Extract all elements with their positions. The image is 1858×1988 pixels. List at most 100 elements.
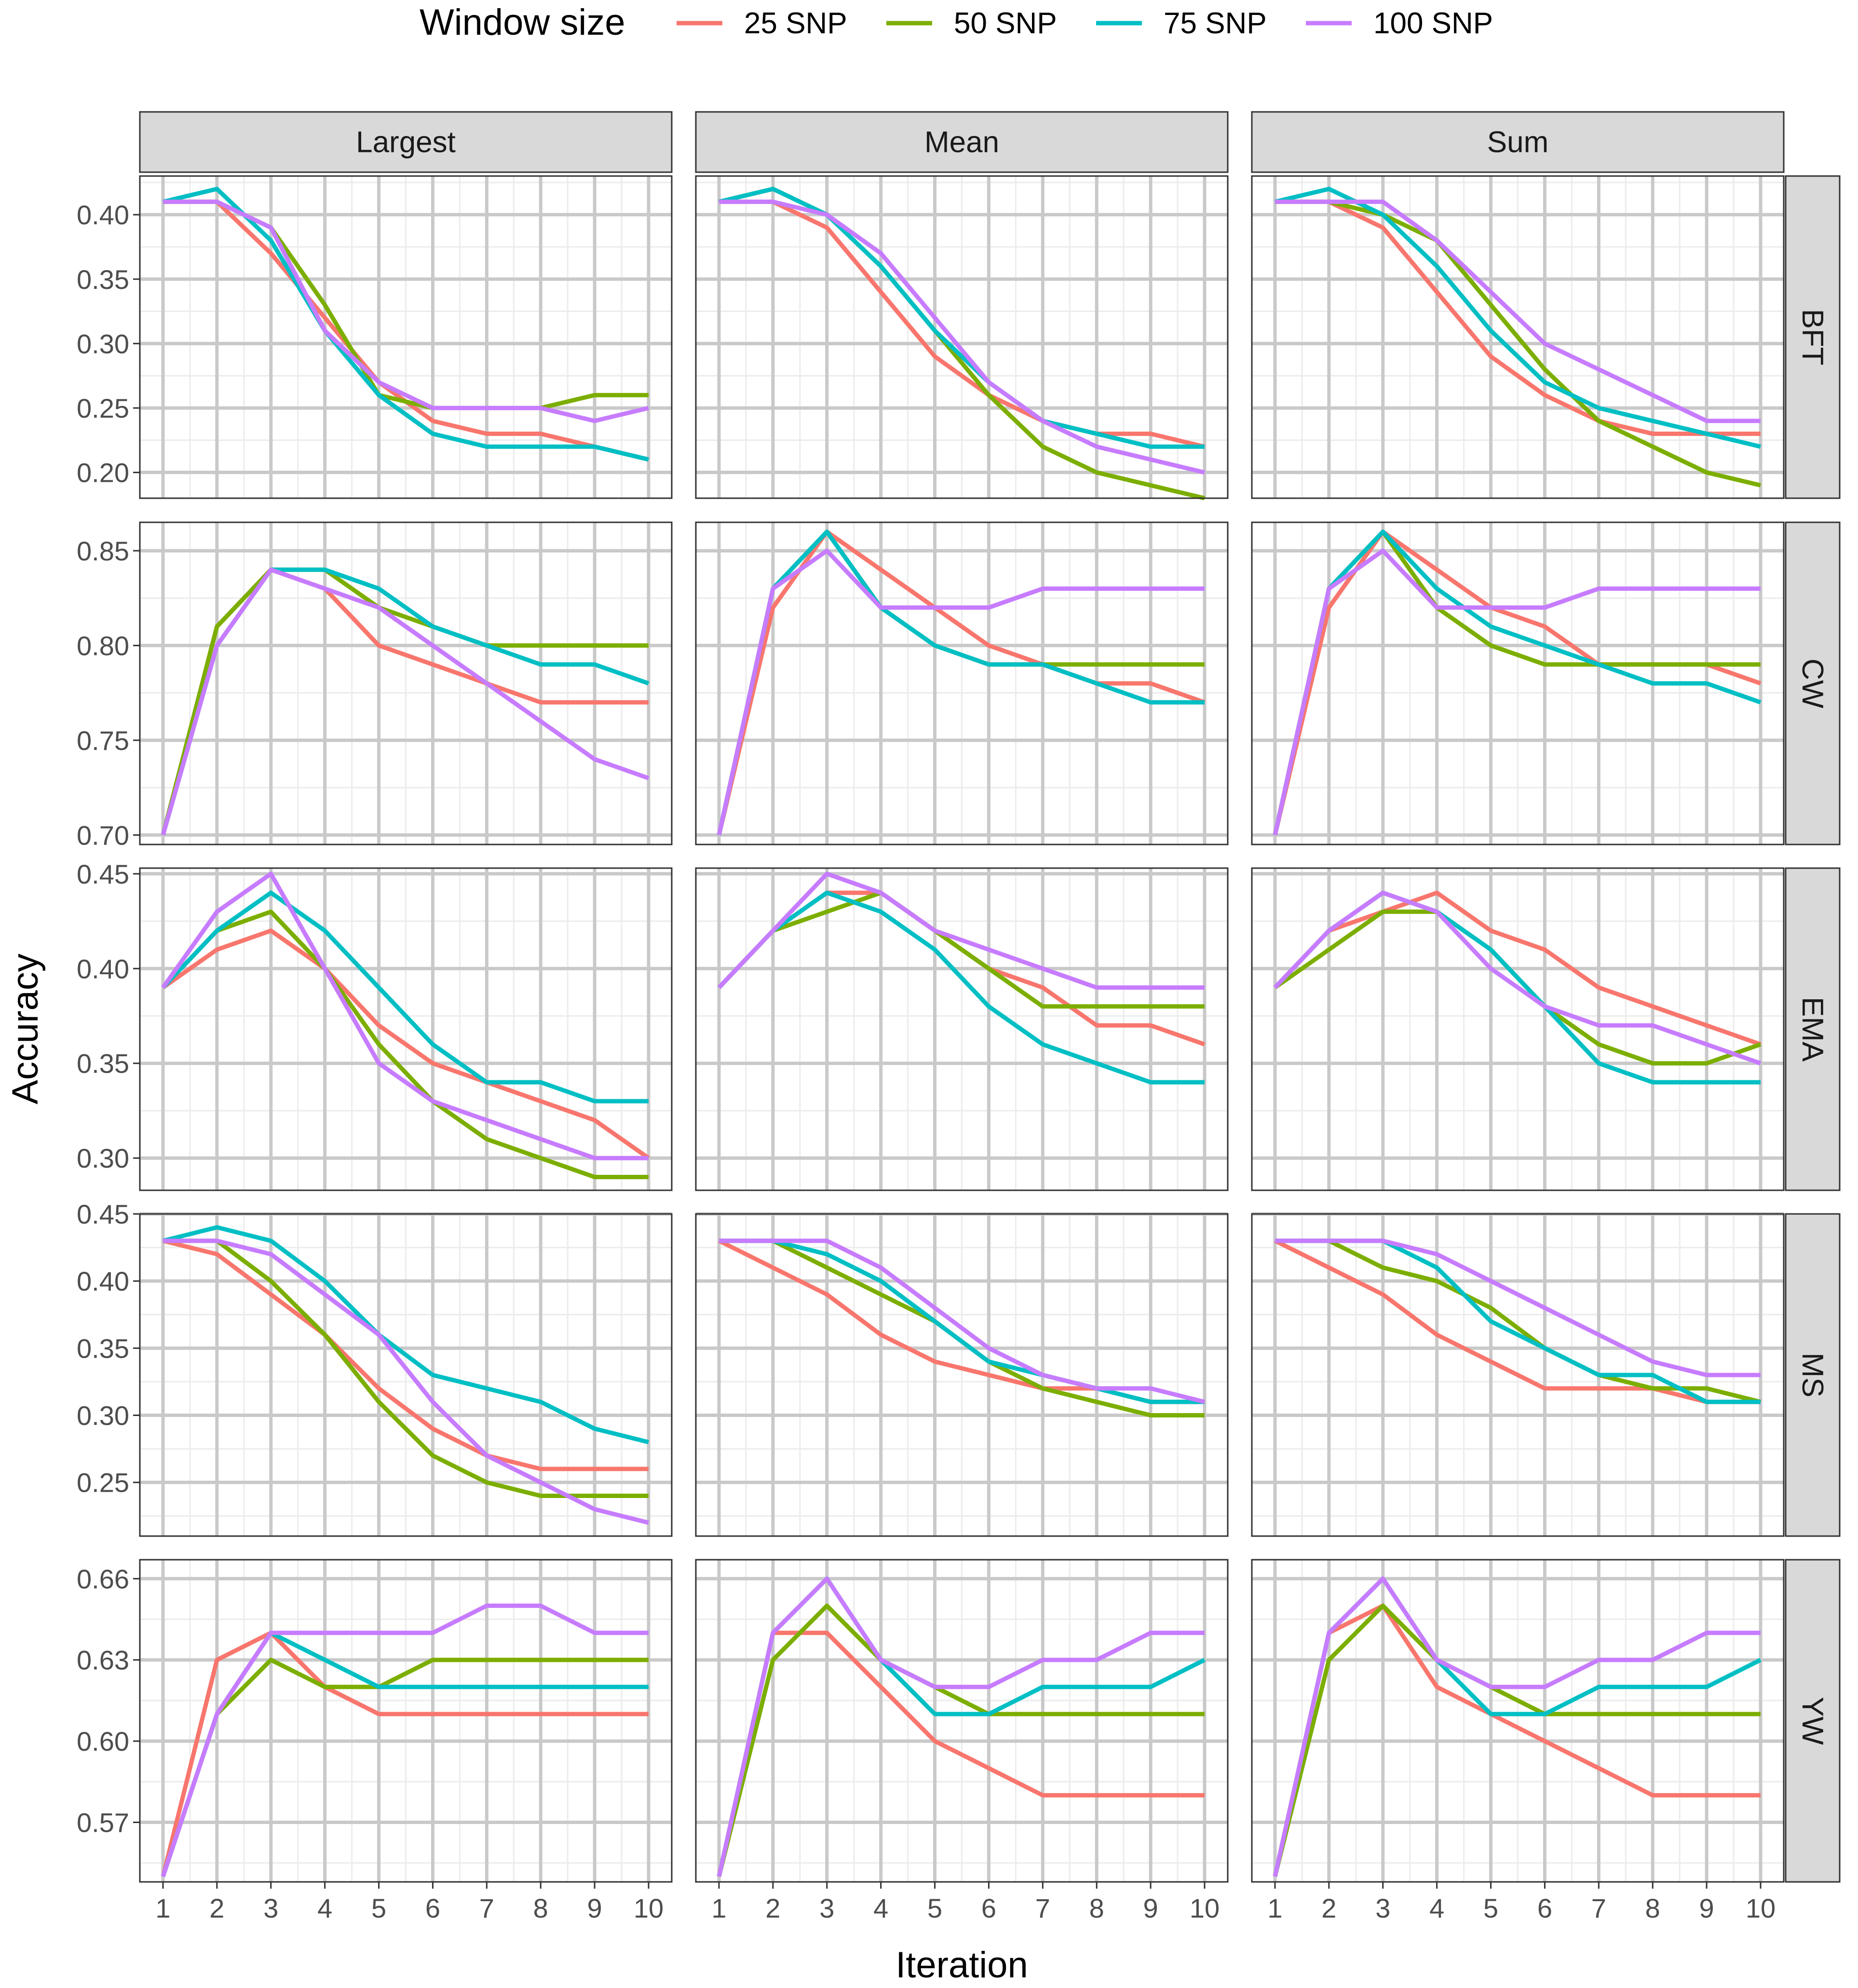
y-tick-label: 0.40 — [77, 1266, 129, 1296]
series-line-100-snp — [717, 1576, 1205, 1877]
legend-label: 50 SNP — [954, 7, 1057, 40]
x-axis-title: Iteration — [895, 1945, 1028, 1986]
x-tick-label: 8 — [1645, 1893, 1660, 1923]
y-tick-label: 0.30 — [77, 328, 129, 359]
series-line-100-snp — [161, 871, 649, 1160]
x-tick-label: 4 — [1429, 1893, 1444, 1923]
panel-ms-sum — [1251, 1212, 1785, 1537]
panel-bft-mean — [695, 175, 1229, 501]
y-tick-label: 0.45 — [77, 859, 129, 889]
series-line-25-snp — [1273, 890, 1762, 1047]
y-tick-label: 0.35 — [77, 1048, 129, 1079]
panel-border — [695, 867, 1229, 1191]
series-line-25-snp — [162, 1239, 649, 1471]
panel-border — [695, 521, 1229, 845]
panel-border — [139, 521, 673, 845]
series-line-50-snp — [161, 567, 649, 836]
series-line-50-snp — [161, 909, 649, 1179]
x-tick-label: 6 — [1537, 1893, 1552, 1923]
y-tick-label: 0.57 — [77, 1808, 129, 1838]
x-tick-label: 7 — [1035, 1893, 1050, 1923]
x-tick-label: 1 — [155, 1893, 170, 1923]
series-line-100-snp — [161, 567, 650, 836]
x-tick-label: 3 — [263, 1893, 278, 1923]
series-line-100-snp — [719, 1239, 1206, 1404]
column-strip-label: Mean — [924, 126, 999, 159]
row-strip-bft — [1785, 175, 1841, 499]
legend-label: 75 SNP — [1164, 7, 1267, 40]
series-line-75-snp — [162, 1225, 650, 1444]
panel-border — [139, 175, 673, 499]
series-line-25-snp — [162, 928, 650, 1160]
series-line-25-snp — [1273, 1603, 1761, 1877]
series-line-50-snp — [1273, 1603, 1761, 1877]
y-tick-label: 0.70 — [77, 820, 129, 850]
row-strip-label: YW — [1796, 1697, 1829, 1745]
row-strip-ema — [1785, 867, 1841, 1191]
panel-cw-mean — [695, 521, 1229, 845]
y-tick-label: 0.30 — [77, 1143, 129, 1173]
x-tick-label: 5 — [371, 1893, 386, 1923]
series-line-25-snp — [161, 1631, 649, 1877]
panel-ema-sum — [1251, 867, 1785, 1191]
series-line-100-snp — [1275, 199, 1761, 423]
series-line-100-snp — [1273, 1576, 1761, 1877]
panel-bft-sum — [1251, 175, 1785, 499]
x-tick-label: 9 — [1143, 1893, 1158, 1923]
series-line-50-snp — [161, 1658, 649, 1878]
panel-border — [139, 1559, 673, 1883]
y-axis-title: Accuracy — [5, 953, 46, 1104]
series-line-25-snp — [1275, 199, 1761, 436]
x-tick-label: 3 — [1375, 1893, 1390, 1923]
x-tick-label: 8 — [533, 1893, 548, 1923]
y-tick-label: 0.66 — [77, 1564, 129, 1594]
x-tick-label: 4 — [873, 1893, 888, 1923]
x-tick-label: 5 — [1483, 1893, 1498, 1923]
panel-cw-sum — [1251, 521, 1785, 845]
x-tick-label: 9 — [1699, 1893, 1714, 1923]
panel-border — [695, 175, 1229, 499]
y-tick-label: 0.80 — [77, 630, 129, 661]
y-tick-label: 0.35 — [77, 1333, 129, 1363]
y-tick-label: 0.40 — [77, 200, 129, 230]
y-tick-label: 0.40 — [77, 953, 129, 984]
series-line-75-snp — [717, 890, 1205, 1085]
series-line-50-snp — [717, 890, 1205, 1009]
row-strip-yw — [1785, 1559, 1841, 1883]
column-strip-label: Sum — [1487, 126, 1548, 159]
column-strip-label: Largest — [356, 126, 456, 159]
series-line-100-snp — [717, 548, 1205, 836]
series-line-100-snp — [1275, 1239, 1761, 1377]
x-tick-label: 6 — [981, 1893, 996, 1923]
panel-ema-largest — [139, 867, 673, 1191]
series-line-100-snp — [717, 871, 1205, 990]
column-strip-largest — [139, 111, 673, 173]
series-line-75-snp — [718, 187, 1205, 449]
x-tick-label: 3 — [819, 1893, 834, 1923]
x-tick-label: 6 — [425, 1893, 440, 1923]
series-line-75-snp — [161, 890, 649, 1103]
panel-yw-mean — [695, 1559, 1229, 1883]
legend: Window size 25 SNP 50 SNP 75 SNP 100 SNP — [420, 2, 1493, 43]
panel-border — [695, 1213, 1229, 1537]
series-line-100-snp — [1273, 548, 1761, 836]
panel-border — [1251, 1559, 1785, 1883]
panel-border — [139, 867, 673, 1191]
panel-border — [1251, 1213, 1785, 1537]
x-tick-label: 10 — [634, 1893, 664, 1923]
x-tick-label: 9 — [587, 1893, 602, 1923]
row-strip-label: EMA — [1796, 997, 1829, 1062]
y-tick-label: 0.45 — [77, 1199, 129, 1229]
series-line-25-snp — [1274, 1239, 1761, 1404]
series-line-100-snp — [719, 199, 1206, 475]
y-tick-label: 0.75 — [77, 725, 129, 756]
panel-yw-sum — [1251, 1559, 1785, 1883]
x-tick-label: 10 — [1190, 1893, 1220, 1923]
x-tick-label: 2 — [765, 1893, 780, 1923]
series-line-75-snp — [719, 1239, 1205, 1404]
y-tick-label: 0.30 — [77, 1401, 129, 1431]
x-tick-label: 1 — [711, 1893, 726, 1923]
legend-label: 25 SNP — [744, 7, 847, 40]
legend-label: 100 SNP — [1373, 7, 1493, 40]
